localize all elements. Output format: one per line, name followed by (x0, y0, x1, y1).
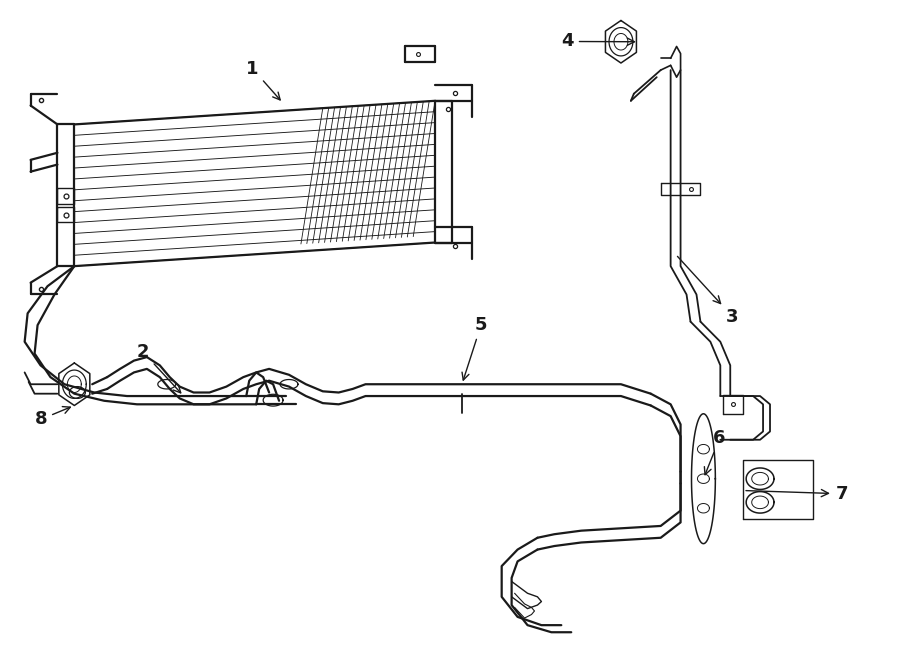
Text: 4: 4 (562, 32, 634, 50)
Text: 1: 1 (247, 59, 280, 100)
Text: 7: 7 (746, 485, 848, 503)
Text: 2: 2 (137, 343, 181, 393)
Text: 3: 3 (678, 256, 739, 326)
Text: 6: 6 (705, 429, 726, 475)
Text: 8: 8 (34, 407, 70, 428)
Text: 5: 5 (462, 316, 487, 380)
